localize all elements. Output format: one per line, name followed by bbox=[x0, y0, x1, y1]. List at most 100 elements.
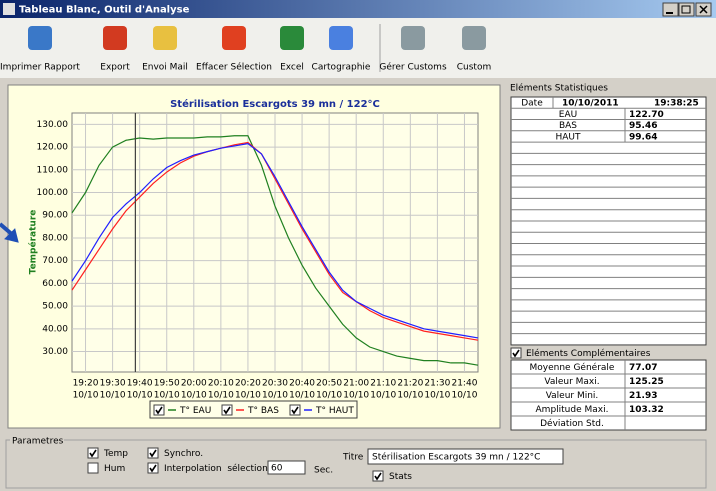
y-tick-label: 110.00 bbox=[37, 165, 69, 175]
x-tick-label: 21:10 bbox=[370, 379, 396, 389]
legend-label: T° HAUT bbox=[315, 406, 354, 416]
pointer-arrow bbox=[0, 222, 19, 243]
option-label: Hum bbox=[104, 464, 125, 474]
toolbar-button[interactable]: Export bbox=[100, 63, 130, 73]
date-label: Date bbox=[521, 99, 543, 109]
title-bar bbox=[0, 0, 716, 18]
legend-checkbox-check bbox=[155, 406, 163, 415]
x-tick-label: 20:20 bbox=[235, 379, 261, 389]
minimize-button[interactable] bbox=[662, 2, 679, 17]
option-checkbox-check bbox=[89, 449, 97, 458]
option-checkbox[interactable] bbox=[147, 462, 159, 474]
x-tick-sublabel: 10/10 bbox=[100, 391, 126, 401]
option-checkbox[interactable] bbox=[87, 447, 99, 459]
titre-value: Stérilisation Escargots 39 mn / 122°C bbox=[372, 452, 540, 463]
stat-name: BAS bbox=[559, 121, 577, 131]
y-axis-label: Température bbox=[28, 210, 39, 275]
complementary-checkbox[interactable] bbox=[510, 347, 522, 359]
x-tick-sublabel: 10/10 bbox=[235, 391, 261, 401]
toolbar-button[interactable]: Effacer Sélection bbox=[196, 62, 272, 73]
y-tick-label: 40.00 bbox=[42, 324, 68, 334]
chart-title: Stérilisation Escargots 39 mn / 122°C bbox=[170, 98, 380, 110]
stat-value: 122.70 bbox=[629, 110, 664, 120]
app-icon bbox=[3, 3, 15, 15]
toolbar-button[interactable]: Excel bbox=[280, 63, 304, 73]
legend-checkbox[interactable] bbox=[153, 404, 165, 416]
option-checkbox-check bbox=[149, 464, 157, 473]
y-tick-label: 60.00 bbox=[42, 279, 68, 289]
params-title: Parametres bbox=[12, 437, 64, 447]
legend-checkbox[interactable] bbox=[221, 404, 233, 416]
y-tick-label: 90.00 bbox=[42, 211, 68, 221]
x-tick-sublabel: 10/10 bbox=[370, 391, 396, 401]
x-tick-sublabel: 10/10 bbox=[424, 391, 450, 401]
complementary-name: Valeur Mini. bbox=[546, 391, 599, 401]
option-label: Temp bbox=[103, 449, 128, 459]
complementary-value: 21.93 bbox=[629, 391, 657, 401]
stats-checkbox[interactable] bbox=[372, 470, 384, 482]
interval-unit: Sec. bbox=[314, 466, 333, 476]
option-label: Synchro. bbox=[164, 449, 203, 459]
stat-name: HAUT bbox=[555, 132, 581, 142]
toolbar-button[interactable]: Imprimer Rapport bbox=[0, 63, 80, 73]
x-tick-label: 19:50 bbox=[154, 379, 180, 389]
toolbar-button[interactable]: Envoi Mail bbox=[142, 63, 188, 73]
complementary-label: Eléments Complémentaires bbox=[526, 348, 651, 359]
x-tick-label: 21:30 bbox=[424, 379, 450, 389]
option-checkbox-check bbox=[149, 449, 157, 458]
x-tick-label: 19:30 bbox=[100, 379, 126, 389]
toolbar-icon bbox=[153, 26, 177, 50]
y-tick-label: 80.00 bbox=[42, 233, 68, 243]
x-tick-sublabel: 10/10 bbox=[181, 391, 207, 401]
option-checkbox[interactable] bbox=[147, 447, 159, 459]
series-line bbox=[71, 141, 479, 341]
legend-checkbox[interactable] bbox=[289, 404, 301, 416]
toolbar-icon bbox=[280, 26, 304, 50]
x-tick-sublabel: 10/10 bbox=[397, 391, 423, 401]
maximize-button[interactable] bbox=[678, 2, 695, 17]
time-value: 19:38:25 bbox=[654, 99, 699, 109]
x-tick-label: 20:10 bbox=[208, 379, 234, 389]
complementary-name: Amplitude Maxi. bbox=[536, 405, 609, 415]
stat-value: 99.64 bbox=[629, 132, 657, 142]
x-tick-sublabel: 10/10 bbox=[127, 391, 153, 401]
option-checkbox[interactable] bbox=[87, 462, 99, 474]
interval-input[interactable] bbox=[267, 460, 306, 475]
toolbar-icon bbox=[329, 26, 353, 50]
legend-checkbox-check bbox=[291, 406, 299, 415]
x-tick-label: 21:40 bbox=[451, 379, 477, 389]
complementary-name: Déviation Std. bbox=[540, 418, 604, 429]
titre-label: Titre bbox=[342, 453, 364, 463]
toolbar-icon bbox=[222, 26, 246, 50]
legend-label: T° BAS bbox=[247, 406, 279, 416]
x-tick-label: 21:00 bbox=[343, 379, 369, 389]
y-tick-label: 120.00 bbox=[37, 143, 69, 153]
legend bbox=[149, 400, 358, 419]
toolbar-button[interactable]: Gérer Customs bbox=[379, 62, 447, 73]
y-tick-label: 70.00 bbox=[42, 256, 68, 266]
complementary-table bbox=[510, 359, 707, 431]
date-value: 10/10/2011 bbox=[562, 99, 619, 109]
complementary-name: Moyenne Générale bbox=[530, 362, 615, 373]
stats-title: Eléments Statistiques bbox=[510, 83, 608, 94]
x-tick-label: 19:40 bbox=[127, 379, 153, 389]
x-tick-sublabel: 10/10 bbox=[289, 391, 315, 401]
window-controls bbox=[662, 2, 712, 17]
x-tick-sublabel: 10/10 bbox=[316, 391, 342, 401]
interval-value: 60 bbox=[271, 464, 283, 474]
x-tick-sublabel: 10/10 bbox=[208, 391, 234, 401]
toolbar-button[interactable]: Cartographie bbox=[312, 63, 371, 73]
toolbar-button[interactable]: Custom bbox=[457, 63, 491, 73]
legend-checkbox-check bbox=[223, 406, 231, 415]
y-tick-label: 130.00 bbox=[37, 120, 69, 130]
x-tick-label: 21:20 bbox=[397, 379, 423, 389]
y-tick-label: 50.00 bbox=[42, 302, 68, 312]
y-tick-label: 30.00 bbox=[42, 347, 68, 357]
params-group bbox=[5, 439, 707, 489]
toolbar-icon bbox=[401, 26, 425, 50]
complementary-checkbox-check bbox=[512, 349, 520, 358]
titre-input[interactable] bbox=[367, 448, 564, 465]
x-tick-sublabel: 10/10 bbox=[154, 391, 180, 401]
x-tick-label: 20:50 bbox=[316, 379, 342, 389]
